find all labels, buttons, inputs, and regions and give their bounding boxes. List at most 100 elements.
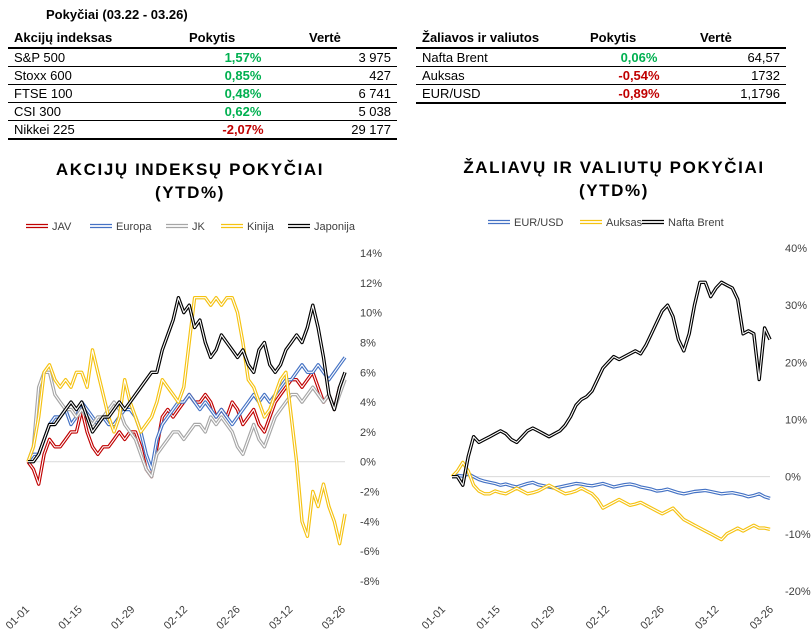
y-tick-label: -6% (360, 546, 380, 558)
indices-header-name: Akcijų indeksas (8, 27, 183, 49)
commodities-row-name: EUR/USD (416, 84, 584, 104)
x-tick-label: 03-12 (267, 604, 295, 632)
indices-row-name: FTSE 100 (8, 84, 183, 103)
chart-title-commodities: ŽALIAVŲ IR VALIUTŲ POKYČIAI (YTD%) (416, 156, 812, 202)
chart-title-indices-line2: (YTD%) (154, 183, 226, 202)
commodities-row-name: Auksas (416, 66, 584, 85)
indices-row-name: Stoxx 600 (8, 66, 183, 85)
x-tick-label: 03-12 (693, 604, 721, 632)
legend-label: Kinija (247, 221, 275, 233)
y-tick-label: -20% (785, 586, 811, 598)
y-tick-label: 10% (785, 415, 807, 427)
y-tick-label: 14% (360, 248, 382, 260)
y-tick-label: 2% (360, 427, 376, 439)
commodities-row-change: 0,06% (584, 48, 694, 67)
x-tick-label: 02-12 (162, 604, 190, 632)
indices-chart: JAV Europa JK Kinija Japonija 14% 12% 10% 8% 6% 4%… (4, 221, 382, 632)
period-label: Pokyčiai (03.22 - 03.26) (46, 7, 188, 22)
indices-row-value: 5 038 (303, 102, 397, 121)
y-tick-label: 40% (785, 243, 807, 255)
legend-label: Europa (116, 221, 152, 233)
legend-item: Auksas (580, 217, 643, 229)
y-tick-label: -4% (360, 516, 380, 528)
commodities-row-value: 1732 (694, 66, 786, 85)
legend-item: Japonija (288, 221, 356, 233)
x-tick-label: 01-15 (474, 604, 502, 632)
series-line-outer (450, 460, 771, 542)
legend-item: Nafta Brent (642, 217, 724, 229)
series-line (28, 295, 347, 464)
indices-row: CSI 300 0,62% 5 038 (8, 102, 397, 121)
commodities-row-change: -0,89% (584, 84, 694, 104)
x-tick-label: 01-15 (56, 604, 84, 632)
indices-row-name: S&P 500 (8, 48, 183, 67)
indices-row-change: 0,48% (183, 84, 303, 103)
series-line (451, 472, 771, 501)
x-tick-label: 03-26 (320, 604, 348, 632)
commodities-header-change: Pokytis (584, 27, 694, 49)
legend-label: Japonija (314, 221, 356, 233)
legend-label: JK (192, 221, 206, 233)
indices-header-value: Vertė (303, 27, 397, 49)
y-tick-label: 8% (360, 337, 376, 349)
y-tick-label: -8% (360, 576, 380, 588)
legend-item: JK (166, 221, 206, 233)
y-tick-label: -10% (785, 529, 811, 541)
indices-row: Stoxx 600 0,85% 427 (8, 66, 397, 85)
y-tick-label: 0% (785, 472, 801, 484)
series-line (26, 370, 347, 479)
indices-row-value: 29 177 (303, 120, 397, 140)
series-line (450, 460, 771, 542)
x-tick-label: 02-26 (638, 604, 666, 632)
x-tick-label: 02-26 (214, 604, 242, 632)
commodities-table-header: Žaliavos ir valiutos Pokytis Vertė (416, 27, 786, 49)
y-tick-label: 10% (360, 308, 382, 320)
series-line-inner (27, 371, 346, 478)
y-tick-label: 20% (785, 357, 807, 369)
indices-row-value: 3 975 (303, 48, 397, 67)
series-line-inner (28, 297, 346, 463)
indices-row-change: 1,57% (183, 48, 303, 67)
indices-row-name: Nikkei 225 (8, 120, 183, 140)
indices-row: Nikkei 225 -2,07% 29 177 (8, 120, 397, 140)
y-tick-label: 4% (360, 397, 376, 409)
legend-label: Nafta Brent (668, 217, 724, 229)
indices-row-change: -2,07% (183, 120, 303, 140)
chart-title-commodities-line2: (YTD%) (578, 181, 650, 200)
indices-row-change: 0,85% (183, 66, 303, 85)
commodities-row-value: 64,57 (694, 48, 786, 67)
legend-item: EUR/USD (488, 217, 564, 229)
commodities-row-value: 1,1796 (694, 84, 786, 104)
y-tick-label: 0% (360, 457, 376, 469)
series-line-outer (452, 280, 772, 487)
commodities-row: Nafta Brent 0,06% 64,57 (416, 48, 786, 67)
commodities-row-name: Nafta Brent (416, 48, 584, 67)
x-tick-label: 03-26 (748, 604, 776, 632)
legend-item: Europa (90, 221, 152, 233)
x-tick-label: 01-01 (420, 604, 448, 632)
x-tick-label: 01-29 (529, 604, 557, 632)
indices-header-change: Pokytis (183, 27, 303, 49)
commodities-row: EUR/USD -0,89% 1,1796 (416, 84, 786, 104)
chart-title-indices-line1: AKCIJŲ INDEKSŲ POKYČIAI (55, 160, 325, 179)
y-tick-label: -2% (360, 487, 380, 499)
indices-table-header: Akcijų indeksas Pokytis Vertė (8, 27, 397, 49)
commodities-table: Žaliavos ir valiutos Pokytis Vertė Nafta… (416, 27, 786, 104)
legend-item: Kinija (221, 221, 275, 233)
commodities-row-change: -0,54% (584, 66, 694, 85)
legend-label: EUR/USD (514, 217, 564, 229)
chart-title-indices: AKCIJŲ INDEKSŲ POKYČIAI (YTD%) (0, 158, 380, 204)
legend-label: Auksas (606, 217, 643, 229)
indices-row-change: 0,62% (183, 102, 303, 121)
commodities-header-value: Vertė (694, 27, 786, 49)
series-line (452, 280, 772, 487)
indices-row-name: CSI 300 (8, 102, 183, 121)
series-line-inner (451, 473, 771, 499)
series-line-inner (451, 461, 771, 541)
indices-row: FTSE 100 0,48% 6 741 (8, 84, 397, 103)
legend-label: JAV (52, 221, 72, 233)
indices-row: S&P 500 1,57% 3 975 (8, 48, 397, 67)
x-tick-label: 02-12 (584, 604, 612, 632)
series-line-inner (452, 281, 771, 486)
indices-row-value: 427 (303, 66, 397, 85)
